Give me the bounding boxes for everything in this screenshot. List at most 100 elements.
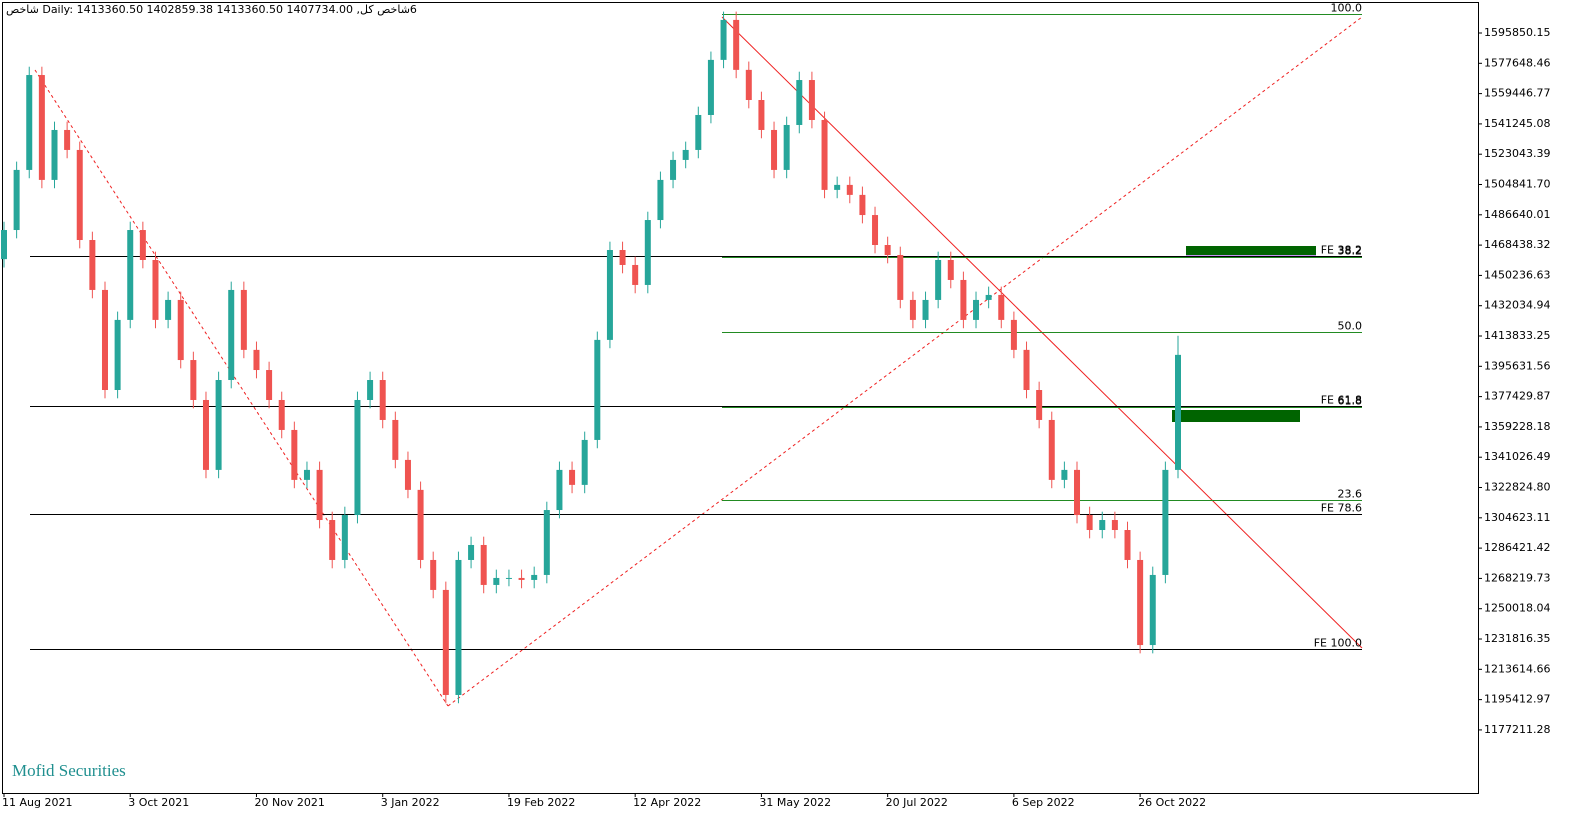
level-label: 23.6 xyxy=(1338,488,1363,501)
candle-body xyxy=(228,289,235,381)
candle-body xyxy=(1124,530,1131,560)
candle-body xyxy=(1061,469,1068,480)
candle-body xyxy=(480,544,487,585)
candle-body xyxy=(998,294,1005,320)
candle-body xyxy=(783,124,790,170)
candle-body xyxy=(745,69,752,101)
candle-body xyxy=(1074,469,1081,516)
candle-body xyxy=(859,194,866,216)
y-tick-label: 1559446.77 xyxy=(1484,87,1550,100)
x-tick-label: 11 Aug 2021 xyxy=(2,796,72,809)
candle-body xyxy=(468,544,475,560)
candle-body xyxy=(960,279,967,320)
y-tick-label: 1286421.42 xyxy=(1484,541,1550,554)
candle-body xyxy=(670,159,677,180)
candle-body xyxy=(695,114,702,150)
candle-body xyxy=(266,370,273,400)
candle-body xyxy=(947,259,954,280)
y-tick-label: 1504841.70 xyxy=(1484,178,1550,191)
y-tick-label: 1468438.32 xyxy=(1484,238,1550,251)
candle-body xyxy=(76,149,83,241)
candle-body xyxy=(632,264,639,285)
header: 6شاخص کل, Daily: 1413360.50 1402859.38 1… xyxy=(6,3,417,16)
x-tick-label: 26 Oct 2022 xyxy=(1138,796,1206,809)
level-label: FE 61.8 xyxy=(1321,394,1362,407)
candle-body xyxy=(771,129,778,170)
candle-body xyxy=(821,119,828,190)
fib-line xyxy=(447,16,1363,707)
level-label: 38.2 xyxy=(1338,245,1363,258)
x-tick-label: 20 Nov 2021 xyxy=(254,796,324,809)
candle-body xyxy=(1175,354,1181,470)
watermark: Mofid Securities xyxy=(12,761,126,780)
candle-body xyxy=(884,245,891,255)
candle-body xyxy=(531,574,538,580)
candle-body xyxy=(518,577,525,580)
candle-body xyxy=(1086,515,1093,531)
y-tick-label: 1195412.97 xyxy=(1484,693,1550,706)
y-tick-label: 1304623.11 xyxy=(1484,511,1550,524)
candle-body xyxy=(644,220,651,285)
candle-body xyxy=(316,469,323,521)
fib-line xyxy=(34,69,449,707)
candle-body xyxy=(38,75,45,180)
candle-body xyxy=(606,249,613,340)
y-tick-label: 1432034.94 xyxy=(1484,299,1550,312)
candle-body xyxy=(1149,574,1156,646)
x-tick-label: 31 May 2022 xyxy=(759,796,831,809)
candle-body xyxy=(707,59,714,115)
level-label: 50.0 xyxy=(1338,320,1363,333)
candle-body xyxy=(165,299,172,320)
candle-body xyxy=(430,559,437,590)
y-tick-label: 1395631.56 xyxy=(1484,359,1550,372)
candle-body xyxy=(64,129,71,150)
candle-body xyxy=(89,240,96,290)
level-label: 100.0 xyxy=(1331,2,1363,15)
candle-body xyxy=(291,429,298,480)
candle-body xyxy=(1010,319,1017,350)
x-tick-label: 20 Jul 2022 xyxy=(886,796,948,809)
x-tick-label: 3 Jan 2022 xyxy=(381,796,440,809)
candle-body xyxy=(404,459,411,490)
candle-body xyxy=(139,230,146,260)
candle-body xyxy=(240,289,247,350)
y-tick-label: 1577648.46 xyxy=(1484,56,1550,69)
candle-body xyxy=(417,489,424,560)
y-tick-label: 1341026.49 xyxy=(1484,450,1550,463)
x-tick-label: 12 Apr 2022 xyxy=(633,796,701,809)
candle-body xyxy=(733,19,740,70)
candle-body xyxy=(442,589,449,695)
candle-body xyxy=(13,169,20,231)
candle-body xyxy=(114,319,121,391)
candle-body xyxy=(202,399,209,470)
y-tick-label: 1377429.87 xyxy=(1484,390,1550,403)
candle-body xyxy=(581,439,588,485)
x-tick-label: 3 Oct 2021 xyxy=(128,796,189,809)
y-tick-label: 1595850.15 xyxy=(1484,26,1550,39)
candle-body xyxy=(1023,349,1030,391)
candle-body xyxy=(922,299,929,320)
candle-body xyxy=(341,515,348,560)
y-tick-label: 1322824.80 xyxy=(1484,481,1550,494)
candle-body xyxy=(455,559,462,695)
candle-body xyxy=(758,100,765,130)
candle-body xyxy=(505,577,512,579)
candle-body xyxy=(215,380,222,470)
y-tick-label: 1523043.39 xyxy=(1484,147,1550,160)
candle-body xyxy=(379,380,386,420)
candle-body xyxy=(101,289,108,391)
x-tick-label: 6 Sep 2022 xyxy=(1012,796,1075,809)
candle-body xyxy=(657,179,664,221)
candle-body xyxy=(556,469,563,511)
candle-body xyxy=(367,380,374,400)
x-tick-label: 19 Feb 2022 xyxy=(507,796,575,809)
y-tick-label: 1486640.01 xyxy=(1484,208,1550,221)
y-tick-label: 1231816.35 xyxy=(1484,632,1550,645)
y-tick-label: 1413833.25 xyxy=(1484,329,1550,342)
candle-body xyxy=(329,520,336,560)
candle-body xyxy=(26,75,33,170)
candle-body xyxy=(278,399,285,430)
candle-body xyxy=(808,80,815,120)
candle-body xyxy=(872,215,879,246)
